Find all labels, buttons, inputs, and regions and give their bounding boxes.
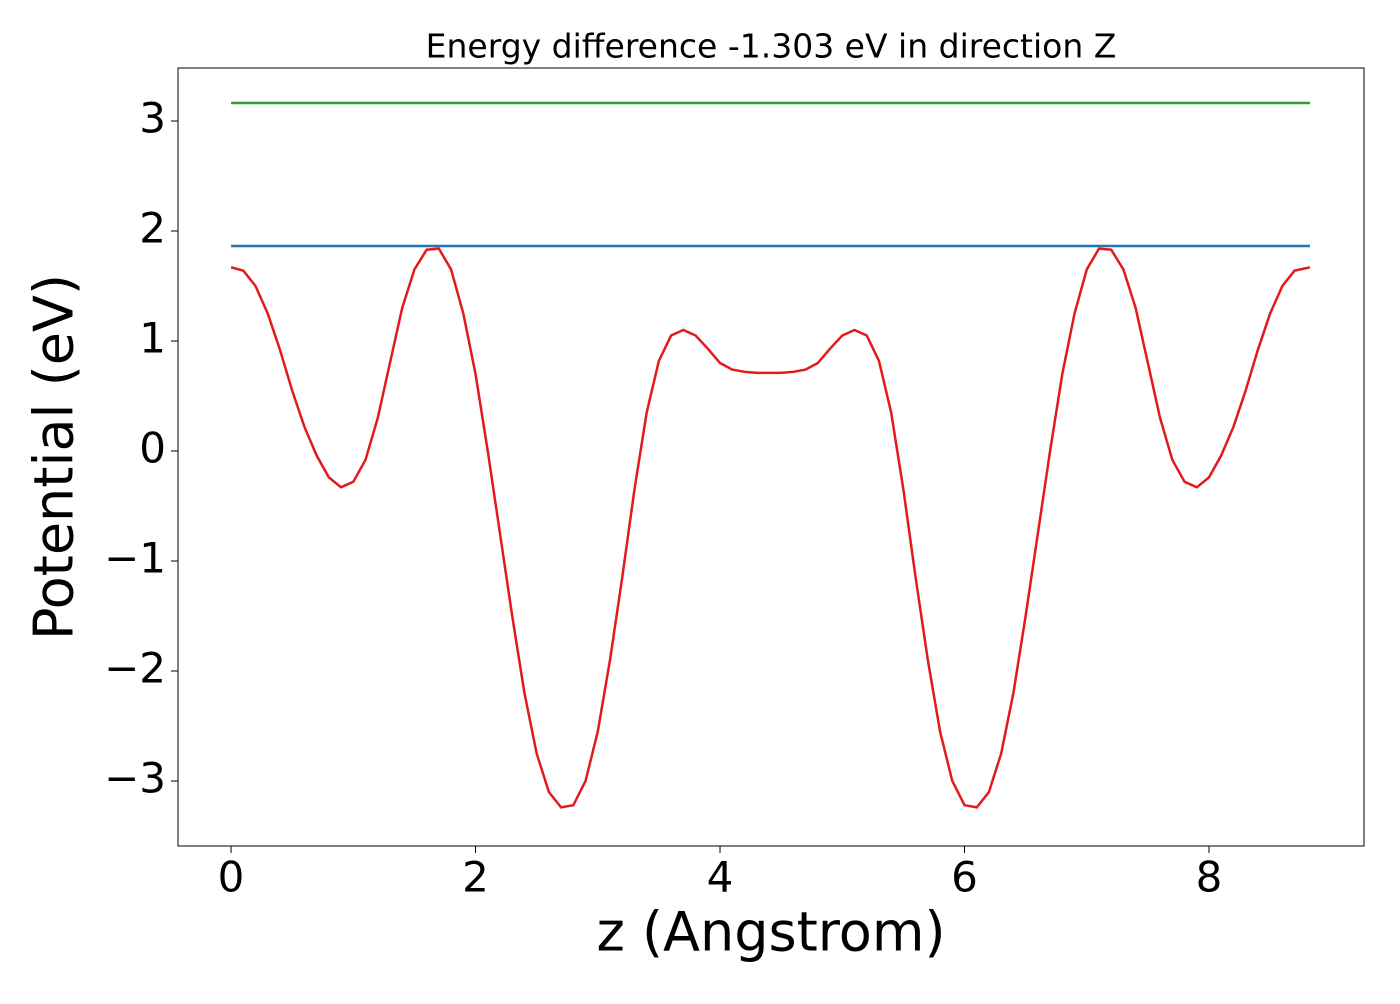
x-tick-label: 2 [462,853,489,902]
y-tick-label: −1 [104,534,166,583]
x-tick-label: 6 [951,853,978,902]
y-tick-label: −3 [104,753,166,802]
x-tick-label: 4 [707,853,734,902]
plot-frame [177,67,1365,847]
y-tick-label: 3 [139,94,166,143]
x-axis-label: z (Angstrom) [596,901,945,964]
chart-title: Energy difference -1.303 eV in direction… [426,27,1117,66]
y-axis-label: Potential (eV) [23,274,86,640]
x-tick-label: 0 [218,853,245,902]
data-line [230,247,1311,809]
y-tick-label: −2 [104,643,166,692]
y-tick-label: 2 [139,204,166,253]
y-tick-label: 1 [139,314,166,363]
x-tick-label: 8 [1196,853,1223,902]
y-tick-label: 0 [139,424,166,473]
